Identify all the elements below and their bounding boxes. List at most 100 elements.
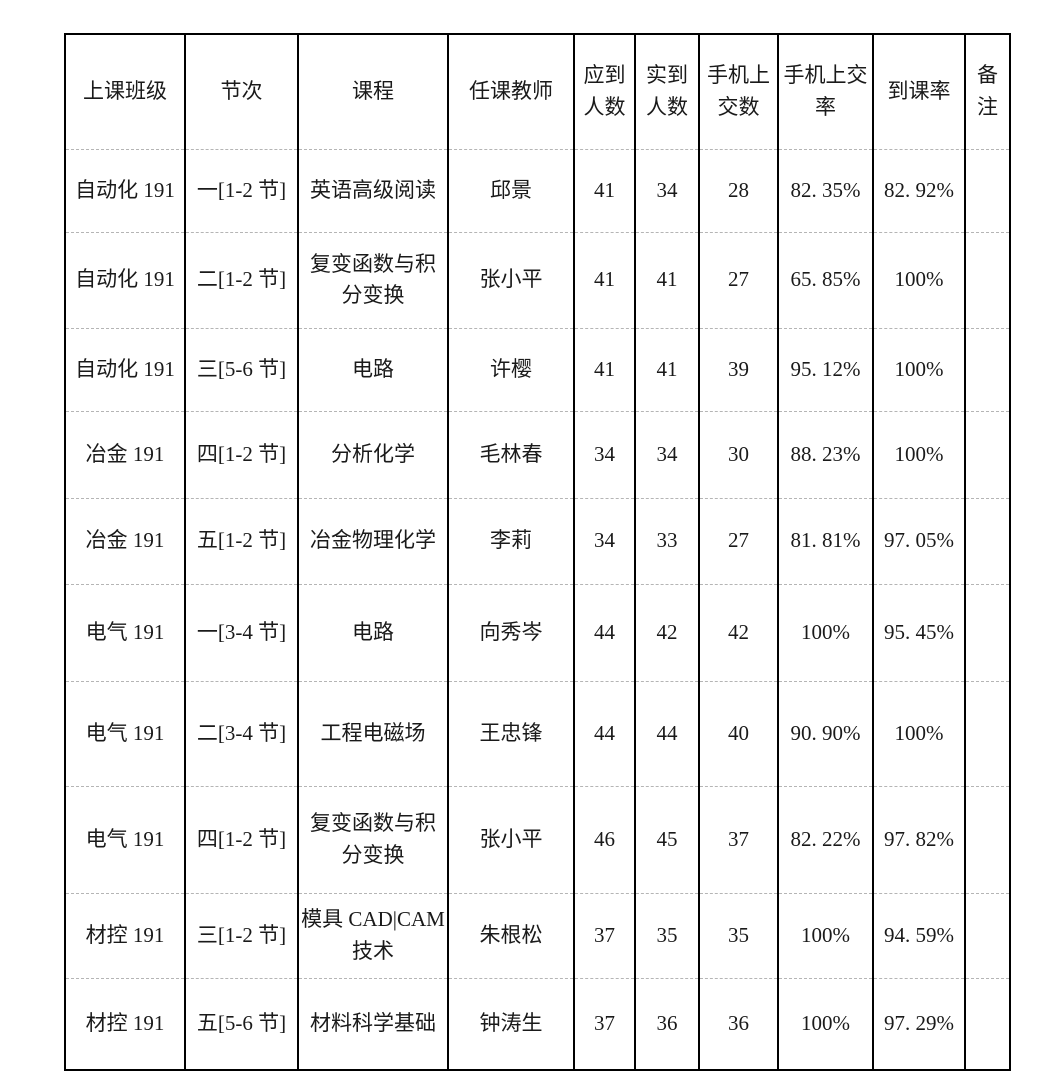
cell-phones_submitted: 42 bbox=[698, 583, 778, 681]
cell-remark bbox=[964, 785, 1010, 893]
cell-phone_submit_rate: 82. 22% bbox=[777, 785, 873, 893]
cell-phone_submit_rate: 82. 35% bbox=[777, 148, 873, 232]
table-row: 材控 191 五[5-6 节] 材料科学基础 钟涛生 37 36 36 100% 97. 29% bbox=[65, 977, 1010, 1070]
cell-teacher: 张小平 bbox=[447, 785, 574, 893]
cell-course: 复变函数与积分变换 bbox=[297, 785, 448, 893]
cell-expected_count: 46 bbox=[573, 785, 635, 893]
cell-phones_submitted: 27 bbox=[698, 497, 778, 584]
cell-phone_submit_rate: 100% bbox=[777, 583, 873, 681]
cell-period: 五[5-6 节] bbox=[184, 977, 298, 1070]
cell-class_name: 自动化 191 bbox=[65, 231, 185, 328]
cell-attendance_rate: 97. 29% bbox=[872, 977, 965, 1070]
cell-remark bbox=[964, 892, 1010, 978]
cell-expected_count: 41 bbox=[573, 327, 635, 411]
cell-period: 二[3-4 节] bbox=[184, 680, 298, 786]
cell-class_name: 电气 191 bbox=[65, 785, 185, 893]
cell-phones_submitted: 28 bbox=[698, 148, 778, 232]
cell-actual_count: 42 bbox=[634, 583, 699, 681]
cell-teacher: 毛林春 bbox=[447, 410, 574, 498]
table-body: 自动化 191 一[1-2 节] 英语高级阅读 邱景 41 34 28 82. 35% 82. … bbox=[65, 148, 1010, 1070]
table-row: 电气 191 一[3-4 节] 电路 向秀岑 44 42 42 100% 95. 45% bbox=[65, 583, 1010, 681]
header-row: 上课班级 节次 课程 任课教师 应到人数 实到人数 手机上交数 手机上交率 到课率 备注 bbox=[65, 34, 1010, 149]
cell-period: 四[1-2 节] bbox=[184, 785, 298, 893]
table-header-row-group: 上课班级 节次 课程 任课教师 应到人数 实到人数 手机上交数 手机上交率 到课率 备注 bbox=[65, 34, 1010, 149]
cell-actual_count: 35 bbox=[634, 892, 699, 978]
cell-remark bbox=[964, 583, 1010, 681]
cell-course: 工程电磁场 bbox=[297, 680, 448, 786]
cell-expected_count: 44 bbox=[573, 680, 635, 786]
table-row: 冶金 191 五[1-2 节] 冶金物理化学 李莉 34 33 27 81. 81% 97. 0… bbox=[65, 497, 1010, 584]
cell-course: 英语高级阅读 bbox=[297, 148, 448, 232]
cell-teacher: 许樱 bbox=[447, 327, 574, 411]
header-cell-remark: 备注 bbox=[964, 34, 1010, 149]
cell-phone_submit_rate: 95. 12% bbox=[777, 327, 873, 411]
table-row: 自动化 191 二[1-2 节] 复变函数与积分变换 张小平 41 41 27 65. 85%… bbox=[65, 231, 1010, 328]
cell-period: 四[1-2 节] bbox=[184, 410, 298, 498]
header-cell-attendance_rate: 到课率 bbox=[872, 34, 965, 149]
cell-phones_submitted: 36 bbox=[698, 977, 778, 1070]
cell-actual_count: 33 bbox=[634, 497, 699, 584]
cell-attendance_rate: 100% bbox=[872, 680, 965, 786]
header-cell-expected_count: 应到人数 bbox=[573, 34, 635, 149]
cell-class_name: 自动化 191 bbox=[65, 327, 185, 411]
cell-phone_submit_rate: 100% bbox=[777, 977, 873, 1070]
cell-period: 五[1-2 节] bbox=[184, 497, 298, 584]
cell-attendance_rate: 95. 45% bbox=[872, 583, 965, 681]
cell-course: 材料科学基础 bbox=[297, 977, 448, 1070]
cell-phone_submit_rate: 81. 81% bbox=[777, 497, 873, 584]
cell-course: 电路 bbox=[297, 327, 448, 411]
cell-class_name: 材控 191 bbox=[65, 977, 185, 1070]
cell-teacher: 李莉 bbox=[447, 497, 574, 584]
cell-phone_submit_rate: 100% bbox=[777, 892, 873, 978]
cell-remark bbox=[964, 327, 1010, 411]
header-cell-phone_submit_rate: 手机上交率 bbox=[777, 34, 873, 149]
cell-attendance_rate: 97. 05% bbox=[872, 497, 965, 584]
cell-teacher: 钟涛生 bbox=[447, 977, 574, 1070]
cell-course: 模具 CAD|CAM 技术 bbox=[297, 892, 448, 978]
cell-expected_count: 37 bbox=[573, 977, 635, 1070]
cell-actual_count: 34 bbox=[634, 410, 699, 498]
cell-attendance_rate: 82. 92% bbox=[872, 148, 965, 232]
table-row: 材控 191 三[1-2 节] 模具 CAD|CAM 技术 朱根松 37 35 35 100%… bbox=[65, 892, 1010, 978]
header-cell-teacher: 任课教师 bbox=[447, 34, 574, 149]
header-cell-phones_submitted: 手机上交数 bbox=[698, 34, 778, 149]
table-row: 自动化 191 一[1-2 节] 英语高级阅读 邱景 41 34 28 82. 35% 82. … bbox=[65, 148, 1010, 232]
cell-phones_submitted: 39 bbox=[698, 327, 778, 411]
cell-attendance_rate: 97. 82% bbox=[872, 785, 965, 893]
cell-class_name: 冶金 191 bbox=[65, 410, 185, 498]
cell-remark bbox=[964, 977, 1010, 1070]
cell-period: 一[1-2 节] bbox=[184, 148, 298, 232]
cell-actual_count: 36 bbox=[634, 977, 699, 1070]
cell-attendance_rate: 94. 59% bbox=[872, 892, 965, 978]
cell-actual_count: 41 bbox=[634, 327, 699, 411]
header-cell-actual_count: 实到人数 bbox=[634, 34, 699, 149]
cell-remark bbox=[964, 680, 1010, 786]
cell-period: 二[1-2 节] bbox=[184, 231, 298, 328]
table-row: 电气 191 四[1-2 节] 复变函数与积分变换 张小平 46 45 37 82. 22% 9… bbox=[65, 785, 1010, 893]
cell-course: 复变函数与积分变换 bbox=[297, 231, 448, 328]
cell-expected_count: 41 bbox=[573, 231, 635, 328]
cell-expected_count: 41 bbox=[573, 148, 635, 232]
cell-class_name: 材控 191 bbox=[65, 892, 185, 978]
attendance-table: 上课班级 节次 课程 任课教师 应到人数 实到人数 手机上交数 手机上交率 到课率 备注 自动化 … bbox=[64, 33, 1011, 1071]
cell-class_name: 自动化 191 bbox=[65, 148, 185, 232]
header-cell-period: 节次 bbox=[184, 34, 298, 149]
cell-phones_submitted: 30 bbox=[698, 410, 778, 498]
cell-phone_submit_rate: 65. 85% bbox=[777, 231, 873, 328]
cell-attendance_rate: 100% bbox=[872, 231, 965, 328]
cell-period: 三[1-2 节] bbox=[184, 892, 298, 978]
cell-phones_submitted: 37 bbox=[698, 785, 778, 893]
cell-expected_count: 44 bbox=[573, 583, 635, 681]
cell-attendance_rate: 100% bbox=[872, 410, 965, 498]
cell-phone_submit_rate: 88. 23% bbox=[777, 410, 873, 498]
cell-teacher: 邱景 bbox=[447, 148, 574, 232]
cell-remark bbox=[964, 410, 1010, 498]
header-cell-class_name: 上课班级 bbox=[83, 79, 167, 103]
cell-actual_count: 44 bbox=[634, 680, 699, 786]
table-row: 电气 191 二[3-4 节] 工程电磁场 王忠锋 44 44 40 90. 90% 100% bbox=[65, 680, 1010, 786]
header-cell-course: 课程 bbox=[297, 34, 448, 149]
cell-remark bbox=[964, 148, 1010, 232]
cell-teacher: 向秀岑 bbox=[447, 583, 574, 681]
cell-course: 冶金物理化学 bbox=[297, 497, 448, 584]
